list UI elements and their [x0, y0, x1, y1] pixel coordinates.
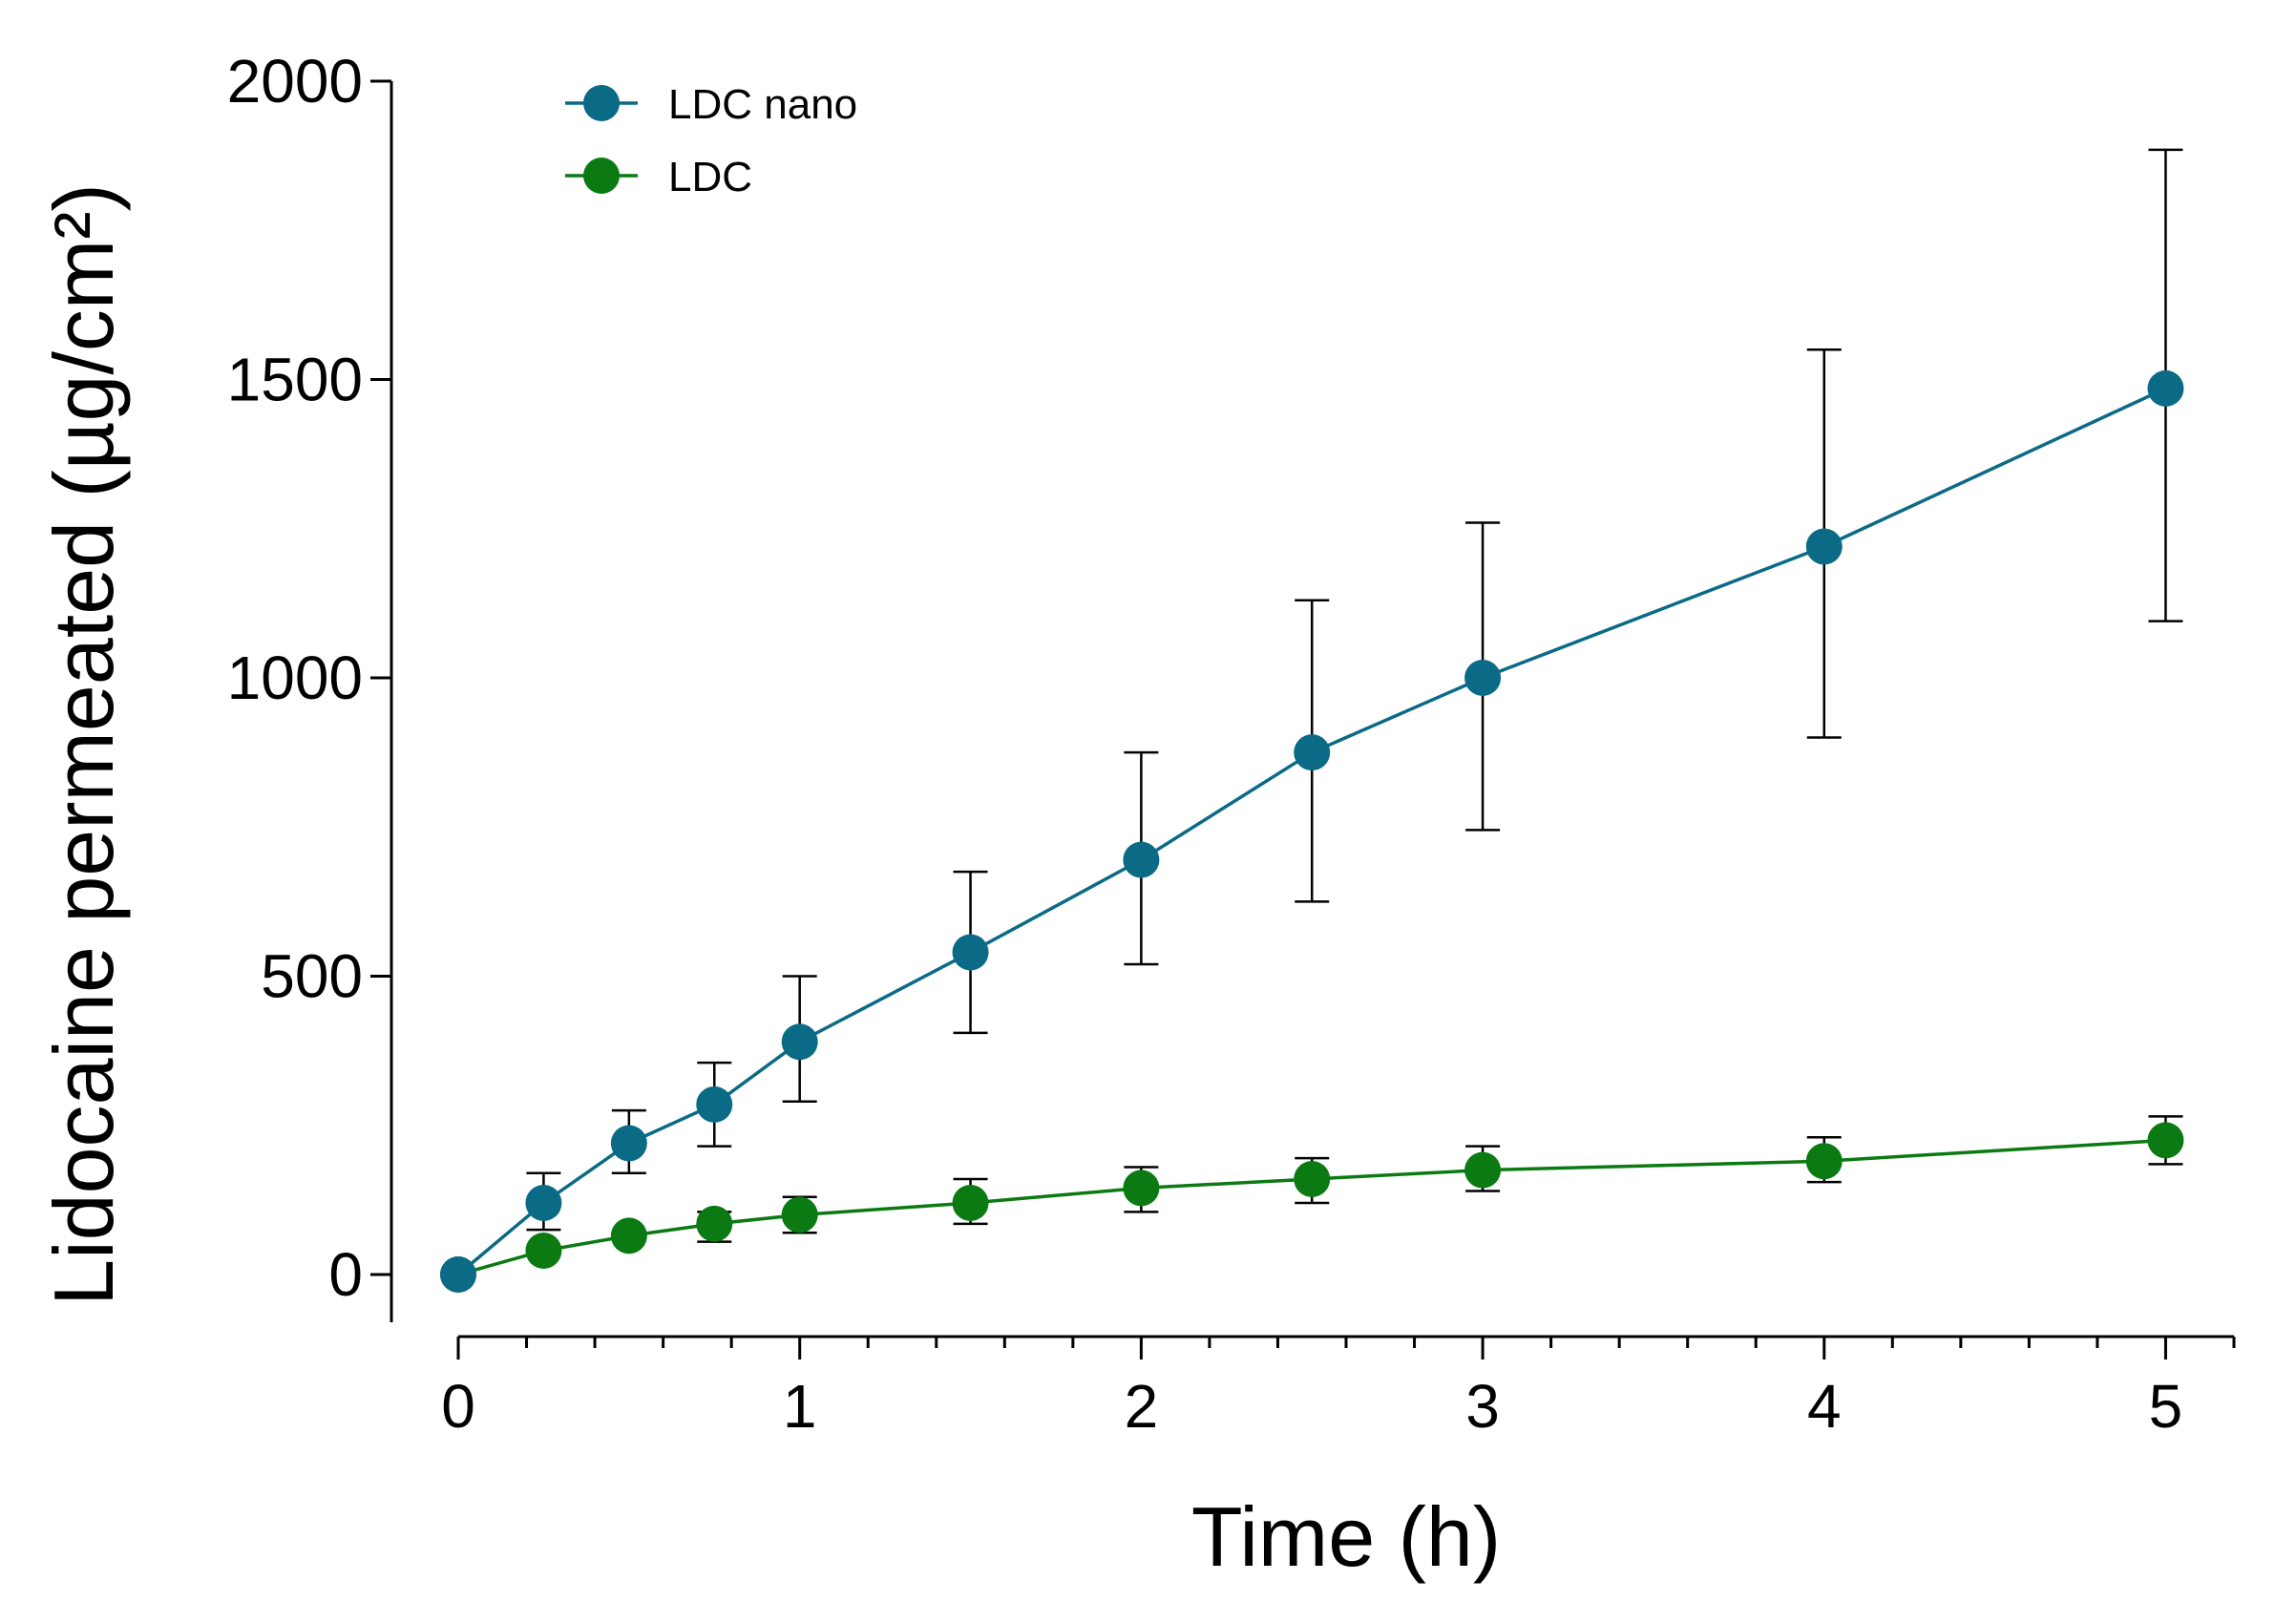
y-tick-label: 1000	[227, 643, 363, 712]
data-point	[1464, 660, 1502, 696]
ticks: 0 500 1000 1500 2000 0 1 2 3 4 5	[227, 47, 2236, 1441]
series-ldc	[440, 1115, 2184, 1293]
data-point	[1805, 528, 1843, 565]
data-point	[610, 1217, 647, 1254]
legend: LDC nano LDC	[565, 81, 857, 200]
x-tick-label: 4	[1807, 1372, 1842, 1441]
y-axis-title: Lidocaine permeated (µg/cm²)	[36, 183, 131, 1306]
legend-marker	[583, 158, 620, 194]
x-axis-title: Time (h)	[1191, 1489, 1501, 1584]
data-point	[1464, 1151, 1502, 1189]
data-point	[2147, 369, 2184, 407]
data-point	[2147, 1122, 2184, 1159]
data-point	[696, 1086, 733, 1123]
legend-label: LDC	[668, 154, 752, 200]
data-point	[525, 1233, 562, 1269]
legend-entry-ldc-nano: LDC nano	[565, 81, 857, 128]
data-point	[952, 934, 989, 971]
data-point	[1294, 734, 1331, 771]
x-tick-label: 5	[2149, 1372, 2183, 1441]
y-tick-label: 0	[328, 1240, 363, 1309]
data-point	[781, 1196, 818, 1233]
data-point	[1805, 1143, 1843, 1180]
data-point	[781, 1023, 818, 1061]
y-tick-label: 500	[261, 942, 363, 1011]
x-tick-label: 1	[783, 1372, 817, 1441]
legend-label: LDC nano	[668, 81, 857, 128]
legend-entry-ldc: LDC	[565, 154, 752, 200]
x-tick-label: 3	[1465, 1372, 1500, 1441]
series-layer	[440, 148, 2184, 1293]
data-point	[1123, 1170, 1160, 1207]
data-point	[1294, 1161, 1331, 1197]
x-tick-label: 0	[441, 1372, 475, 1441]
data-point	[440, 1256, 476, 1293]
y-tick-label: 2000	[227, 47, 363, 116]
data-point	[696, 1205, 733, 1242]
series-ldc-nano	[440, 148, 2184, 1293]
data-point	[610, 1125, 647, 1162]
x-tick-label: 2	[1125, 1372, 1159, 1441]
data-point	[525, 1185, 562, 1221]
data-point	[952, 1185, 989, 1221]
data-point	[1123, 841, 1160, 878]
legend-marker	[583, 85, 620, 121]
y-tick-label: 1500	[227, 346, 363, 414]
